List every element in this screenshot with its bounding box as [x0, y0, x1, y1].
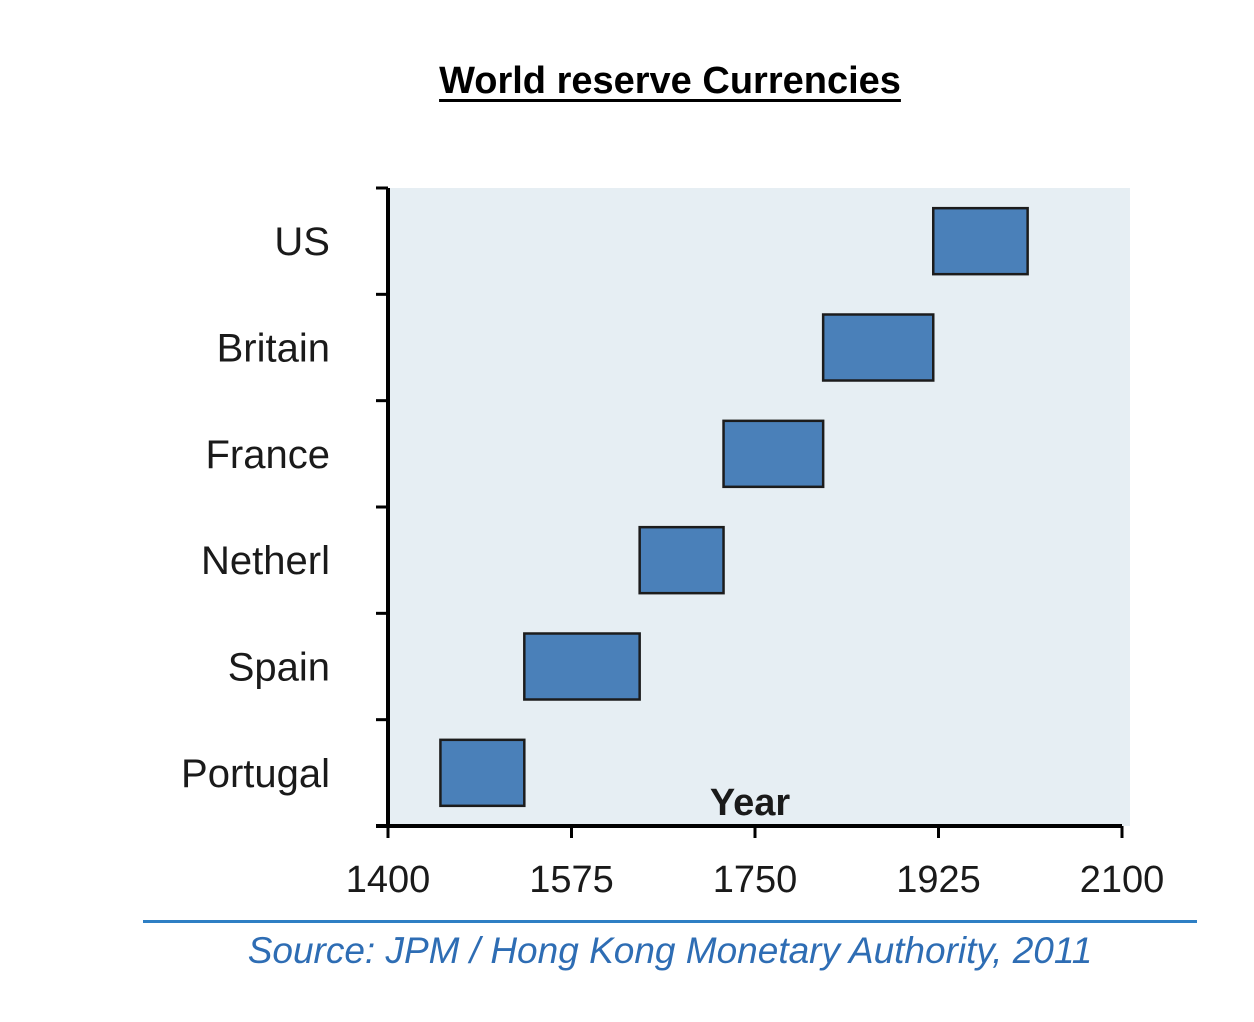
x-axis-title: Year: [710, 782, 791, 824]
y-tick-label-france: France: [206, 433, 331, 477]
plot-area: [388, 188, 1130, 826]
bar-britain: [821, 313, 935, 382]
bar-spain: [523, 632, 641, 701]
y-tick-label-spain: Spain: [228, 646, 330, 690]
bar-netherl: [638, 525, 725, 595]
source-divider: [143, 920, 1197, 923]
y-tick-label-portugal: Portugal: [181, 752, 330, 796]
source-caption: Source: JPM / Hong Kong Monetary Authori…: [247, 930, 1093, 971]
bar-france: [722, 419, 825, 489]
y-tick-label-us: US: [274, 220, 330, 264]
x-tick-label-1575: 1575: [529, 859, 614, 901]
bar-group: [439, 206, 1029, 808]
y-tick-label-britain: Britain: [217, 327, 330, 371]
page-title: World reserve Currencies: [439, 60, 901, 102]
y-axis: US Britain France Netherl Spain Portugal: [181, 186, 390, 828]
bar-portugal: [439, 738, 526, 808]
x-tick-label-1925: 1925: [896, 859, 981, 901]
bar-us: [932, 206, 1029, 276]
x-tick-label-1400: 1400: [346, 859, 431, 901]
x-axis: 1400 1575 1750 1925 2100: [346, 824, 1165, 901]
x-tick-label-2100: 2100: [1080, 859, 1165, 901]
x-tick-label-1750: 1750: [713, 859, 798, 901]
y-tick-label-netherl: Netherl: [201, 539, 330, 583]
